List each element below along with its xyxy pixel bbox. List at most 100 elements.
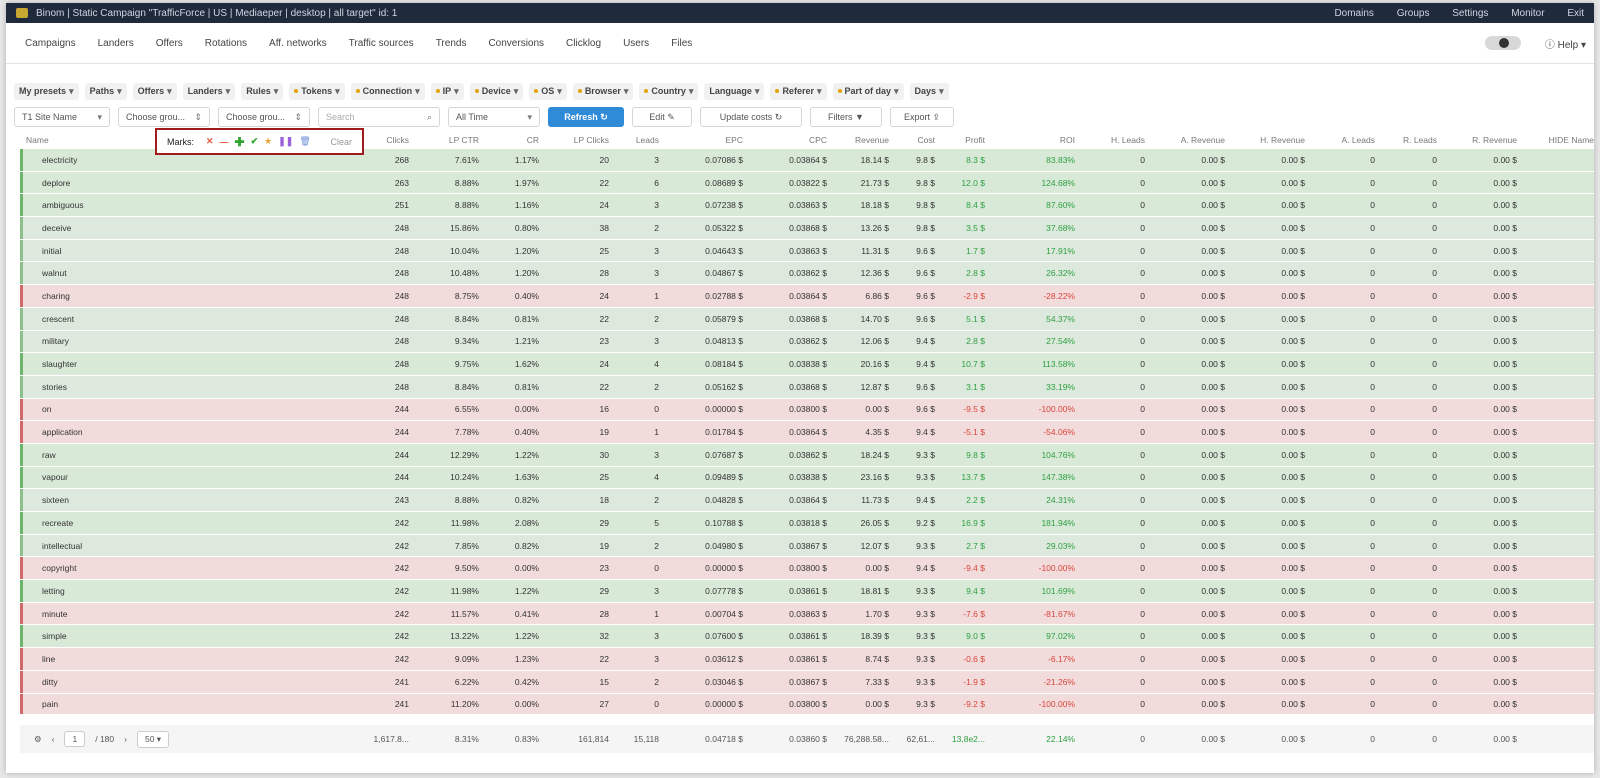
table-row[interactable]: electricity 268 7.61% 1.17% 20 3 0.07086 $0.03… xyxy=(20,149,1594,172)
nav-clicklog[interactable]: Clicklog xyxy=(566,37,602,49)
theme-toggle[interactable] xyxy=(1484,36,1521,50)
filter-chip[interactable]: Offers ▾ xyxy=(132,82,177,100)
table-row[interactable]: letting 242 11.98% 1.22% 29 3 0.07778 $0.03861… xyxy=(20,579,1594,603)
table-row[interactable]: on 244 6.55% 0.00% 16 0 0.00000 $0.03800 $0.00… xyxy=(20,398,1594,422)
period-select[interactable]: All Time ▾ xyxy=(448,107,540,127)
column-header[interactable]: Leads xyxy=(635,135,659,145)
help-menu[interactable]: ⓘ Help ▾ xyxy=(1544,39,1586,51)
column-header[interactable]: EPC xyxy=(725,135,743,145)
top-link-exit[interactable]: Exit xyxy=(1567,7,1584,19)
table-row[interactable]: recreate 242 11.98% 2.08% 29 5 0.10788 $0.0381… xyxy=(20,511,1594,535)
column-header[interactable]: CR xyxy=(526,135,539,145)
table-row[interactable]: ditty 241 6.22% 0.42% 15 2 0.03046 $0.03867 $7… xyxy=(20,670,1594,694)
column-header[interactable]: R. Revenue xyxy=(1472,135,1517,145)
filter-chip[interactable]: Tokens ▾ xyxy=(289,82,345,100)
column-header[interactable]: ROI xyxy=(1059,135,1075,145)
filters-button[interactable]: Filters ▼ xyxy=(810,107,882,127)
filter-chip[interactable]: Paths ▾ xyxy=(84,82,127,100)
table-row[interactable]: deplore 263 8.88% 1.97% 22 6 0.08689 $0.03822 … xyxy=(20,171,1594,195)
table-row[interactable]: crescent 248 8.84% 0.81% 22 2 0.05879 $0.03868… xyxy=(20,307,1594,331)
nav-aff-networks[interactable]: Aff. networks xyxy=(269,37,327,49)
column-header[interactable]: R. Leads xyxy=(1402,135,1437,145)
prev-page-button[interactable]: ‹ xyxy=(51,734,55,744)
refresh-button[interactable]: Refresh ↻ xyxy=(548,107,624,127)
table-row[interactable]: initial 248 10.04% 1.20% 25 3 0.04643 $0.03863… xyxy=(20,239,1594,263)
filter-chip[interactable]: Part of day ▾ xyxy=(832,82,904,100)
nav-offers[interactable]: Offers xyxy=(155,37,183,49)
table-row[interactable]: charing 248 8.75% 0.40% 24 1 0.02788 $0.03864 … xyxy=(20,284,1594,308)
edit-button[interactable]: Edit ✎ xyxy=(632,107,692,127)
column-header[interactable]: A. Revenue xyxy=(1180,135,1225,145)
next-page-button[interactable]: › xyxy=(124,734,127,744)
mark-plus-icon[interactable]: ✚ xyxy=(234,134,245,149)
stats-table-container[interactable]: Name Clicks LP CTR CR LP Clicks Leads EPC CPC Re… xyxy=(20,131,1594,714)
mark-star-icon[interactable]: ★ xyxy=(264,136,273,146)
top-link-groups[interactable]: Groups xyxy=(1396,7,1430,19)
column-header[interactable]: Revenue xyxy=(854,135,889,145)
nav-rotations[interactable]: Rotations xyxy=(204,37,248,49)
filter-chip[interactable]: Device ▾ xyxy=(469,82,524,100)
table-row[interactable]: deceive 248 15.86% 0.80% 38 2 0.05322 $0.03868… xyxy=(20,216,1594,240)
settings-gear-icon[interactable]: ⚙ xyxy=(34,733,42,744)
table-row[interactable]: ambiguous 251 8.88% 1.16% 24 3 0.07238 $0.0386… xyxy=(20,193,1594,218)
nav-conversions[interactable]: Conversions xyxy=(488,37,545,49)
table-row[interactable]: line 242 9.09% 1.23% 22 3 0.03612 $0.03861 $8.… xyxy=(20,647,1594,671)
column-header[interactable]: Name xyxy=(26,135,49,145)
table-row[interactable]: stories 248 8.84% 0.81% 22 2 0.05162 $0.03868 … xyxy=(20,375,1594,399)
table-row[interactable]: application 244 7.78% 0.40% 19 1 0.01784 $0.03… xyxy=(20,420,1594,444)
table-row[interactable]: pain 241 11.20% 0.00% 27 0 0.00000 $0.03800 $0… xyxy=(20,693,1594,714)
mark-cross-icon[interactable]: ✕ xyxy=(206,136,214,146)
filter-chip[interactable]: Days ▾ xyxy=(909,82,949,100)
group-select-2[interactable]: Choose grou... ⇕ xyxy=(118,107,210,127)
mark-pause-icon[interactable]: ❚❚ xyxy=(278,136,294,146)
filter-chip[interactable]: OS ▾ xyxy=(529,82,567,100)
mark-check-icon[interactable]: ✔ xyxy=(250,136,259,146)
column-header[interactable]: Clicks xyxy=(386,135,409,145)
table-row[interactable]: minute 242 11.57% 0.41% 28 1 0.00704 $0.03863 … xyxy=(20,602,1594,626)
column-header[interactable]: LP CTR xyxy=(448,135,479,145)
filter-chip[interactable]: Landers ▾ xyxy=(182,82,236,100)
filter-chip[interactable]: Connection ▾ xyxy=(350,82,425,100)
export-button[interactable]: Export ⇪ xyxy=(890,107,954,127)
table-row[interactable]: simple 242 13.22% 1.22% 32 3 0.07600 $0.03861 … xyxy=(20,624,1594,649)
group-select-1[interactable]: T1 Site Name ▾ xyxy=(14,107,110,127)
table-row[interactable]: sixteen 243 8.88% 0.82% 18 2 0.04828 $0.03864 … xyxy=(20,488,1594,512)
nav-landers[interactable]: Landers xyxy=(97,37,134,49)
nav-traffic-sources[interactable]: Traffic sources xyxy=(348,37,414,49)
table-row[interactable]: raw 244 12.29% 1.22% 30 3 0.07687 $0.03862 $18… xyxy=(20,443,1594,467)
search-input[interactable]: Search ⌕ xyxy=(318,107,440,127)
filter-chip[interactable]: Rules ▾ xyxy=(241,82,284,100)
filter-chip[interactable]: My presets ▾ xyxy=(14,82,79,100)
nav-trends[interactable]: Trends xyxy=(435,37,467,49)
column-header[interactable]: A. Leads xyxy=(1341,135,1375,145)
column-header[interactable]: Cost xyxy=(917,135,935,145)
filter-chip[interactable]: Referer ▾ xyxy=(770,82,827,100)
group-select-3[interactable]: Choose grou... ⇕ xyxy=(218,107,310,127)
top-link-settings[interactable]: Settings xyxy=(1452,7,1489,19)
update-costs-button[interactable]: Update costs ↻ xyxy=(700,107,802,127)
top-link-domains[interactable]: Domains xyxy=(1334,7,1374,19)
table-row[interactable]: walnut 248 10.48% 1.20% 28 3 0.04867 $0.03862 … xyxy=(20,261,1594,286)
column-header[interactable]: H. Revenue xyxy=(1260,135,1305,145)
table-row[interactable]: copyright 242 9.50% 0.00% 23 0 0.00000 $0.0380… xyxy=(20,556,1594,581)
table-row[interactable]: intellectual 242 7.85% 0.82% 19 2 0.04980 $0.0… xyxy=(20,534,1594,558)
filter-chip[interactable]: Browser ▾ xyxy=(572,82,634,100)
filter-chip[interactable]: Language ▾ xyxy=(704,82,765,100)
nav-users[interactable]: Users xyxy=(623,37,650,49)
column-header[interactable]: CPC xyxy=(809,135,827,145)
column-header[interactable]: LP Clicks xyxy=(573,135,609,145)
marks-clear-button[interactable]: Clear xyxy=(330,136,352,147)
mark-minus-icon[interactable]: — xyxy=(219,136,229,147)
column-header[interactable]: Profit xyxy=(965,135,985,145)
filter-chip[interactable]: IP ▾ xyxy=(430,82,464,100)
column-header[interactable]: H. Leads xyxy=(1110,135,1145,145)
page-input[interactable]: 1 xyxy=(64,731,86,747)
table-row[interactable]: slaughter 248 9.75% 1.62% 24 4 0.08184 $0.0383… xyxy=(20,352,1594,376)
mark-trash-icon[interactable]: 🗑 xyxy=(299,136,311,146)
nav-campaigns[interactable]: Campaigns xyxy=(25,37,76,49)
table-row[interactable]: military 248 9.34% 1.21% 23 3 0.04813 $0.03862… xyxy=(20,330,1594,354)
nav-files[interactable]: Files xyxy=(671,37,693,49)
table-row[interactable]: vapour 244 10.24% 1.63% 25 4 0.09489 $0.03838 … xyxy=(20,466,1594,490)
top-link-monitor[interactable]: Monitor xyxy=(1511,7,1545,19)
per-page-select[interactable]: 50 ▾ xyxy=(136,730,170,748)
